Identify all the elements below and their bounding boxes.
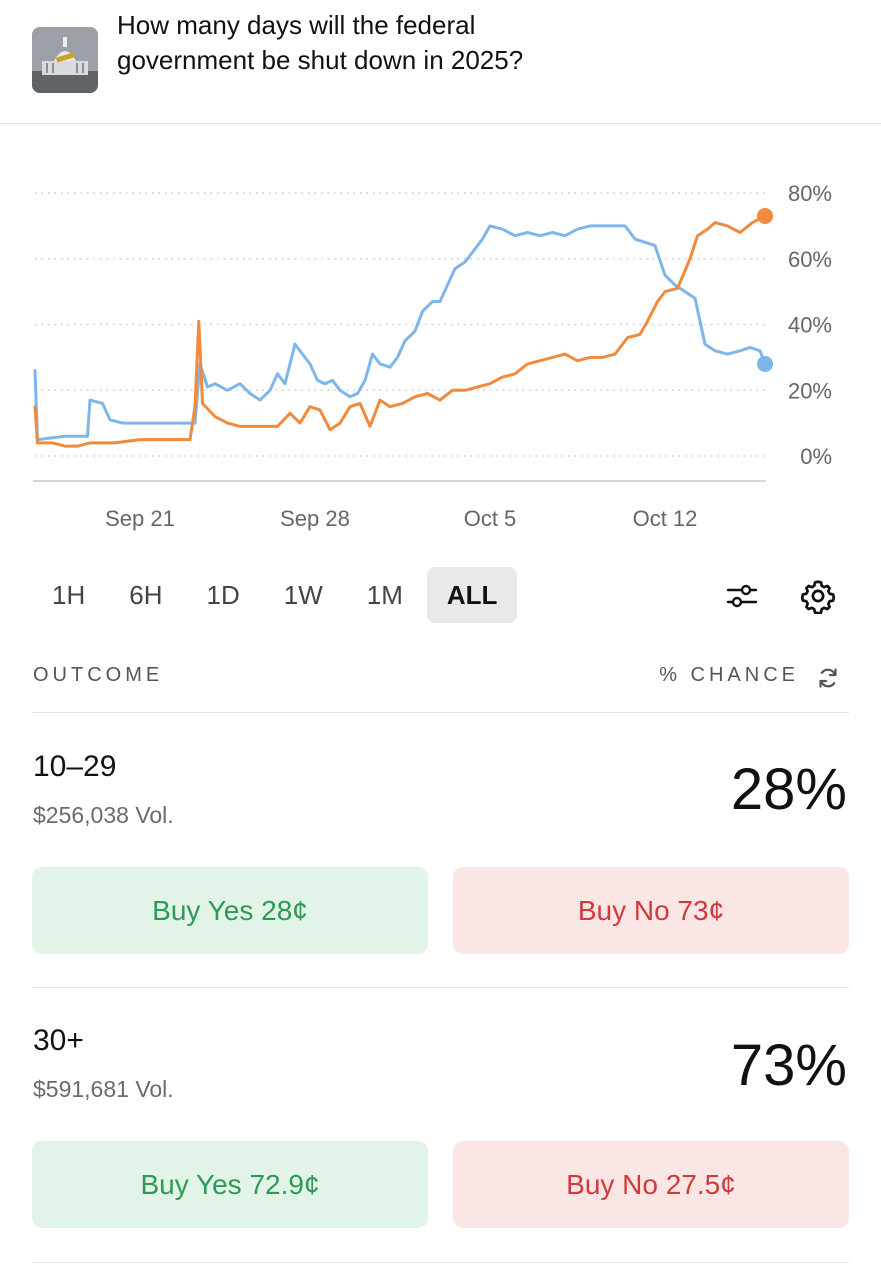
range-1h-button[interactable]: 1H (52, 579, 86, 610)
refresh-icon[interactable] (816, 666, 840, 690)
series-line-2 (33, 214, 767, 448)
outcome-volume: $256,038 Vol. (33, 802, 174, 828)
buy-no-button[interactable]: Buy No 73¢ (453, 867, 849, 954)
y-tick-label: 0% (800, 444, 832, 469)
chance-column-header: % CHANCE (659, 664, 799, 686)
outcome-volume: $591,681 Vol. (33, 1076, 174, 1102)
divider (32, 987, 849, 988)
price-history-chart[interactable]: 80% 60% 40% 20% 0% Sep 21 Sep 28 Oct 5 Oct 12 (0, 150, 881, 540)
x-tick-label: Oct 5 (464, 506, 517, 531)
outcome-column-header: OUTCOME (33, 664, 164, 686)
series-end-point-2 (757, 208, 773, 225)
x-tick-label: Sep 21 (105, 506, 175, 531)
range-1w-button[interactable]: 1W (283, 579, 323, 610)
x-tick-label: Sep 28 (280, 506, 350, 531)
series-end-point-1 (757, 355, 773, 372)
y-tick-label: 40% (788, 313, 832, 338)
market-thumbnail-image (32, 27, 98, 93)
sliders-icon[interactable] (724, 578, 760, 614)
buy-no-button[interactable]: Buy No 27.5¢ (453, 1141, 849, 1228)
market-header: How many days will the federal governmen… (0, 0, 881, 124)
time-range-selector: 1H 6H 1D 1W 1M ALL (32, 567, 521, 623)
range-all-button[interactable]: ALL (426, 567, 518, 623)
outcome-chance: 28% (730, 757, 847, 822)
range-6h-button[interactable]: 6H (129, 579, 163, 610)
y-tick-label: 20% (788, 378, 832, 403)
divider (32, 1262, 849, 1263)
range-1d-button[interactable]: 1D (206, 579, 240, 610)
market-title: How many days will the federal governmen… (117, 10, 524, 75)
outcome-name: 30+ (33, 1024, 84, 1057)
outcome-chance: 73% (730, 1033, 847, 1098)
buy-yes-button[interactable]: Buy Yes 72.9¢ (32, 1141, 428, 1228)
range-1m-button[interactable]: 1M (366, 579, 403, 610)
y-tick-label: 80% (788, 181, 832, 206)
outcome-name: 10–29 (33, 750, 117, 783)
buy-yes-button[interactable]: Buy Yes 28¢ (32, 867, 428, 954)
series-line-1 (33, 224, 767, 442)
chart-svg: 80% 60% 40% 20% 0% Sep 21 Sep 28 Oct 5 Oct 12 (33, 181, 832, 531)
gear-icon[interactable] (800, 578, 836, 615)
x-tick-label: Oct 12 (633, 506, 698, 531)
divider (32, 712, 849, 713)
capitol-image (32, 27, 98, 93)
y-tick-label: 60% (788, 247, 832, 272)
